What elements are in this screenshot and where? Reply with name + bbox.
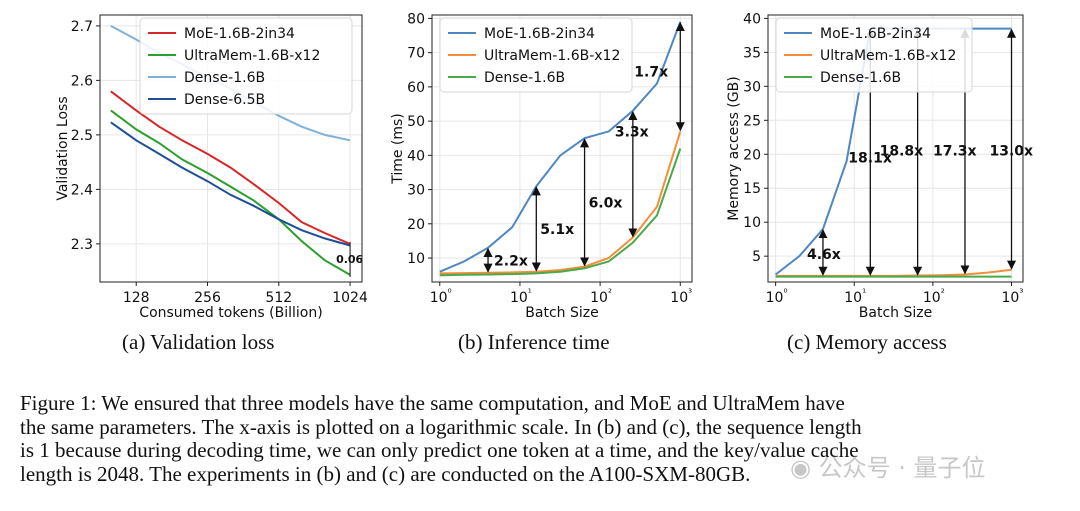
- x-tick-label: 128: [123, 290, 150, 306]
- series-line-moe-1-6b-2in34: [110, 90, 351, 245]
- y-tick-label: 50: [407, 114, 425, 130]
- y-tick-label: 20: [743, 147, 761, 163]
- x-tick-label: 10²: [590, 288, 612, 306]
- plot-frame: [431, 14, 693, 283]
- caption-line: is 1 because during decoding time, we ca…: [20, 438, 859, 462]
- y-tick-label: 10: [743, 215, 761, 231]
- plot-frame: [99, 14, 363, 283]
- series-line-ultramem-1-6b-x12: [439, 131, 682, 275]
- annotation-label: 5.1x: [540, 222, 574, 238]
- x-tick-label: 512: [265, 290, 292, 306]
- legend-box: [439, 17, 633, 93]
- series-line-dense-6-5b: [110, 121, 351, 247]
- x-tick-label: 256: [194, 290, 221, 306]
- legend: MoE-1.6B-2in34 UltraMem-1.6B-x12 Dense-1.6…: [139, 17, 353, 115]
- x-tick-label: 10¹: [510, 288, 532, 306]
- y-tick-label: 80: [407, 11, 425, 27]
- x-tick-label: 10³: [670, 288, 692, 306]
- plot-frame: [767, 14, 1024, 283]
- legend-label: Dense-1.6B: [820, 70, 901, 86]
- y-tick-label: 10: [407, 251, 425, 267]
- annotation-label: 2.2x: [494, 253, 528, 269]
- y-tick-label: 5: [752, 249, 761, 265]
- legend: MoE-1.6B-2in34 UltraMem-1.6B-x12 Dense-1.6…: [775, 17, 973, 93]
- x-tick-label: 10²: [923, 288, 945, 306]
- legend-box: [775, 17, 973, 93]
- series-line-ultramem-1-6b-x12: [775, 268, 1012, 277]
- series-line-ultramem-1-6b-x12: [110, 109, 351, 276]
- x-axis-label: Batch Size: [859, 305, 932, 321]
- y-axis-label: Memory access (GB): [726, 76, 742, 220]
- series-line-moe-1-6b-2in34: [439, 21, 682, 273]
- y-tick-label: 40: [407, 148, 425, 164]
- x-tick-label: 10³: [1002, 288, 1024, 306]
- legend-label: MoE-1.6B-2in34: [184, 26, 295, 42]
- y-tick-label: 15: [743, 181, 761, 197]
- y-axis-label: Validation Loss: [55, 96, 71, 200]
- legend-label: MoE-1.6B-2in34: [820, 26, 931, 42]
- legend-label: Dense-1.6B: [484, 70, 565, 86]
- x-axis-label: Consumed tokens (Billion): [139, 305, 322, 321]
- legend-label: Dense-1.6B: [184, 70, 265, 86]
- caption-line: Figure 1: We ensured that three models h…: [20, 391, 845, 415]
- subcaption-c: (c) Memory access: [787, 330, 947, 354]
- y-tick-label: 70: [407, 46, 425, 62]
- y-tick-label: 2.5: [71, 128, 93, 144]
- legend: MoE-1.6B-2in34 UltraMem-1.6B-x12 Dense-1.6…: [439, 17, 633, 93]
- annotation-label: 17.3x: [933, 143, 977, 159]
- y-tick-label: 35: [743, 45, 761, 61]
- subcaption-b: (b) Inference time: [458, 330, 610, 354]
- annotation-label: 4.6x: [807, 247, 841, 263]
- legend-label: UltraMem-1.6B-x12: [820, 48, 956, 64]
- y-tick-label: 2.6: [71, 73, 93, 89]
- legend-box: [139, 17, 353, 115]
- chart-a: 0.06 128 256 512 1024 2.3 2.4 2.5 2.6 2.7 Consumed…: [55, 14, 368, 321]
- x-tick-label: 10⁰: [766, 288, 788, 306]
- annotation-label: 18.8x: [880, 143, 924, 159]
- y-tick-label: 30: [407, 183, 425, 199]
- x-tick-label: 10¹: [844, 288, 866, 306]
- caption-line: the same parameters. The x-axis is plott…: [20, 414, 862, 439]
- chart-b: 2.2x 5.1x 6.0x 3.3x 1.7x 10⁰ 10¹ 10² 10³ 10 20 30 40…: [390, 11, 693, 321]
- annotation-label: 18.1x: [848, 150, 892, 166]
- annotation-label: 13.0x: [990, 143, 1034, 159]
- y-tick-label: 25: [743, 113, 761, 129]
- subcaption-a: (a) Validation loss: [122, 330, 275, 354]
- annotation-label: 6.0x: [589, 195, 623, 211]
- y-tick-label: 2.3: [71, 237, 93, 253]
- legend-label: Dense-6.5B: [184, 92, 265, 108]
- legend-label: UltraMem-1.6B-x12: [184, 48, 320, 64]
- y-tick-label: 20: [407, 217, 425, 233]
- legend-label: UltraMem-1.6B-x12: [484, 48, 620, 64]
- caption-line: length is 2048. The experiments in (b) a…: [20, 461, 751, 486]
- y-tick-label: 2.7: [71, 19, 93, 35]
- legend-label: MoE-1.6B-2in34: [484, 26, 595, 42]
- annotation-label: 3.3x: [615, 125, 649, 141]
- y-tick-label: 60: [407, 80, 425, 96]
- annotation-label: 1.7x: [634, 65, 668, 81]
- watermark-logo: ◉ 公众号 · 量子位: [790, 454, 986, 482]
- series-line-dense-1-6b: [439, 148, 682, 277]
- figure: 0.06 128 256 512 1024 2.3 2.4 2.5 2.6 2.7 Consumed…: [55, 11, 1033, 321]
- y-tick-label: 40: [743, 11, 761, 27]
- annotation-label: 0.06: [336, 253, 363, 266]
- x-tick-label: 10⁰: [430, 288, 452, 306]
- x-tick-label: 1024: [332, 290, 368, 306]
- figure-caption: Figure 1: We ensured that three models h…: [20, 391, 1070, 486]
- x-axis-label: Batch Size: [525, 305, 598, 321]
- y-tick-label: 2.4: [71, 182, 93, 198]
- y-axis-label: Time (ms): [390, 113, 406, 185]
- y-tick-label: 30: [743, 79, 761, 95]
